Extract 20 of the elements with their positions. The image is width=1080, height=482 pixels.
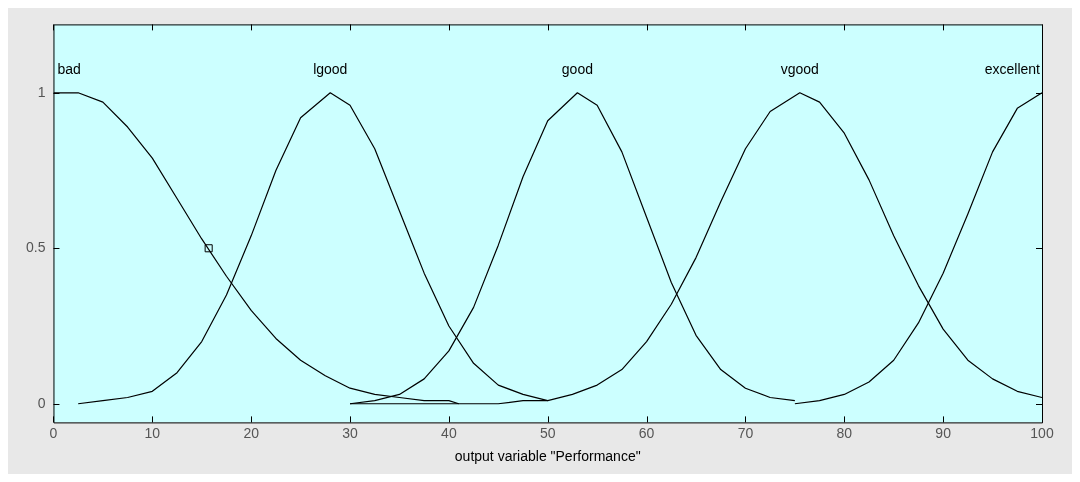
y-tick-label: 0.5 [25,239,46,256]
series-label: lgood [313,60,348,77]
x-tick-label: 30 [342,424,359,441]
x-tick-label: 0 [49,424,58,441]
x-tick-label: 100 [1030,424,1054,441]
x-tick-label: 80 [836,424,853,441]
series-label: excellent [984,60,1041,77]
x-tick-label: 20 [243,424,260,441]
x-tick-label: 60 [638,424,655,441]
y-tick-label: 1 [37,83,46,100]
x-tick-label: 70 [737,424,754,441]
x-axis-title: output variable "Performance" [454,448,641,465]
x-tick-label: 10 [144,424,161,441]
series-label: good [561,60,593,77]
x-tick-label: 40 [441,424,457,441]
x-tick-label: 90 [935,424,952,441]
series-label: bad [57,60,81,77]
series-label: vgood [780,60,819,77]
y-tick-label: 0 [37,394,46,411]
x-tick-label: 50 [539,424,556,441]
